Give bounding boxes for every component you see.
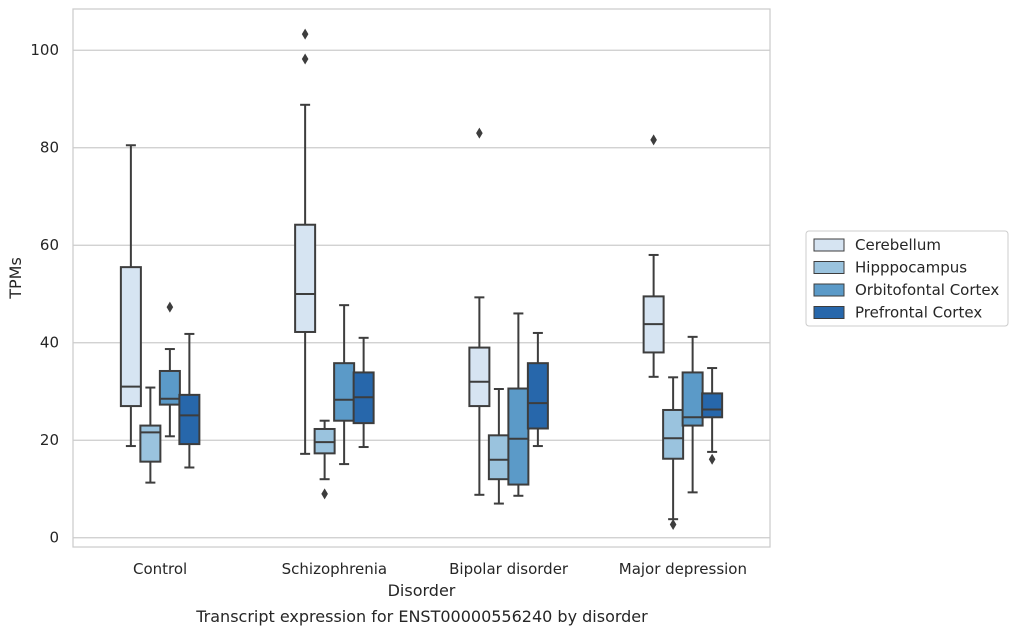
box: [681, 335, 704, 494]
series-orbitofontal-cortex: [158, 301, 704, 497]
outlier-point: [166, 301, 174, 313]
outlier-point: [321, 488, 328, 500]
y-tick-label: 0: [49, 529, 59, 547]
x-axis-label: Disorder: [388, 581, 456, 600]
box: [352, 336, 375, 449]
box: [701, 367, 724, 465]
legend-label: Hipppocampus: [855, 259, 967, 277]
series-prefrontal-cortex: [178, 331, 724, 469]
box: [139, 386, 162, 484]
y-tick-label: 100: [30, 41, 59, 59]
y-axis-ticks: 0 20 40 60 80 100: [30, 41, 59, 547]
box: [662, 376, 685, 531]
x-tick-label: Major depression: [619, 560, 747, 578]
box: [158, 301, 181, 438]
box: [119, 144, 142, 448]
legend: Cerebellum Hipppocampus Orbitofontal Corte…: [805, 230, 1009, 327]
outlier-point: [708, 453, 716, 465]
outlier-point: [669, 519, 677, 531]
box: [333, 304, 356, 466]
legend-item: Cerebellum: [813, 236, 941, 254]
box-plot-series: [119, 28, 724, 531]
y-tick-label: 20: [40, 431, 59, 449]
y-tick-label: 40: [40, 334, 59, 352]
legend-item: Orbitofontal Cortex: [813, 281, 999, 299]
outlier-point: [301, 28, 309, 40]
box-body: [526, 362, 549, 430]
x-axis-ticks: Control Schizophrenia Bipolar disorder Majo…: [133, 560, 747, 578]
legend-label: Orbitofontal Cortex: [855, 281, 999, 299]
box-body: [487, 434, 510, 481]
box: [526, 331, 549, 448]
box-body: [701, 392, 724, 419]
box: [507, 312, 530, 497]
box: [313, 419, 336, 500]
box-body: [294, 223, 317, 333]
gridlines: [73, 49, 770, 539]
legend-frame: [805, 230, 1009, 327]
box-body: [139, 424, 162, 463]
legend-swatch: [813, 306, 845, 319]
legend-swatch: [813, 238, 845, 252]
legend-label: Prefrontal Cortex: [855, 304, 982, 322]
box-body: [333, 362, 356, 422]
x-tick-label: Bipolar disorder: [449, 560, 569, 578]
legend-swatch: [813, 261, 845, 274]
series-hipppocampus: [139, 376, 685, 531]
box: [178, 332, 201, 469]
legend-item: Prefrontal Cortex: [813, 304, 982, 322]
outlier-point: [476, 127, 483, 139]
x-tick-label: Schizophrenia: [282, 560, 387, 578]
series-cerebellum: [119, 28, 665, 496]
legend-swatch: [813, 283, 845, 297]
legend-item: Hipppocampus: [813, 259, 967, 277]
box: [487, 388, 510, 505]
legend-label: Cerebellum: [855, 236, 941, 254]
box-body: [507, 387, 530, 486]
box-body: [178, 393, 201, 446]
chart-caption: Transcript expression for ENST0000055624…: [195, 607, 648, 626]
box-body: [119, 266, 142, 408]
box: [468, 127, 491, 496]
y-tick-label: 60: [40, 236, 59, 254]
box-body: [158, 369, 181, 406]
box: [294, 28, 317, 455]
plot-area-frame: [72, 8, 771, 548]
box: [642, 134, 665, 378]
outlier-point: [301, 53, 309, 65]
y-tick-label: 80: [40, 139, 59, 157]
box-body: [468, 346, 491, 408]
box-body: [662, 408, 685, 460]
outlier-point: [650, 134, 657, 146]
x-tick-label: Control: [133, 560, 187, 578]
y-axis-label: TPMs: [6, 257, 25, 300]
